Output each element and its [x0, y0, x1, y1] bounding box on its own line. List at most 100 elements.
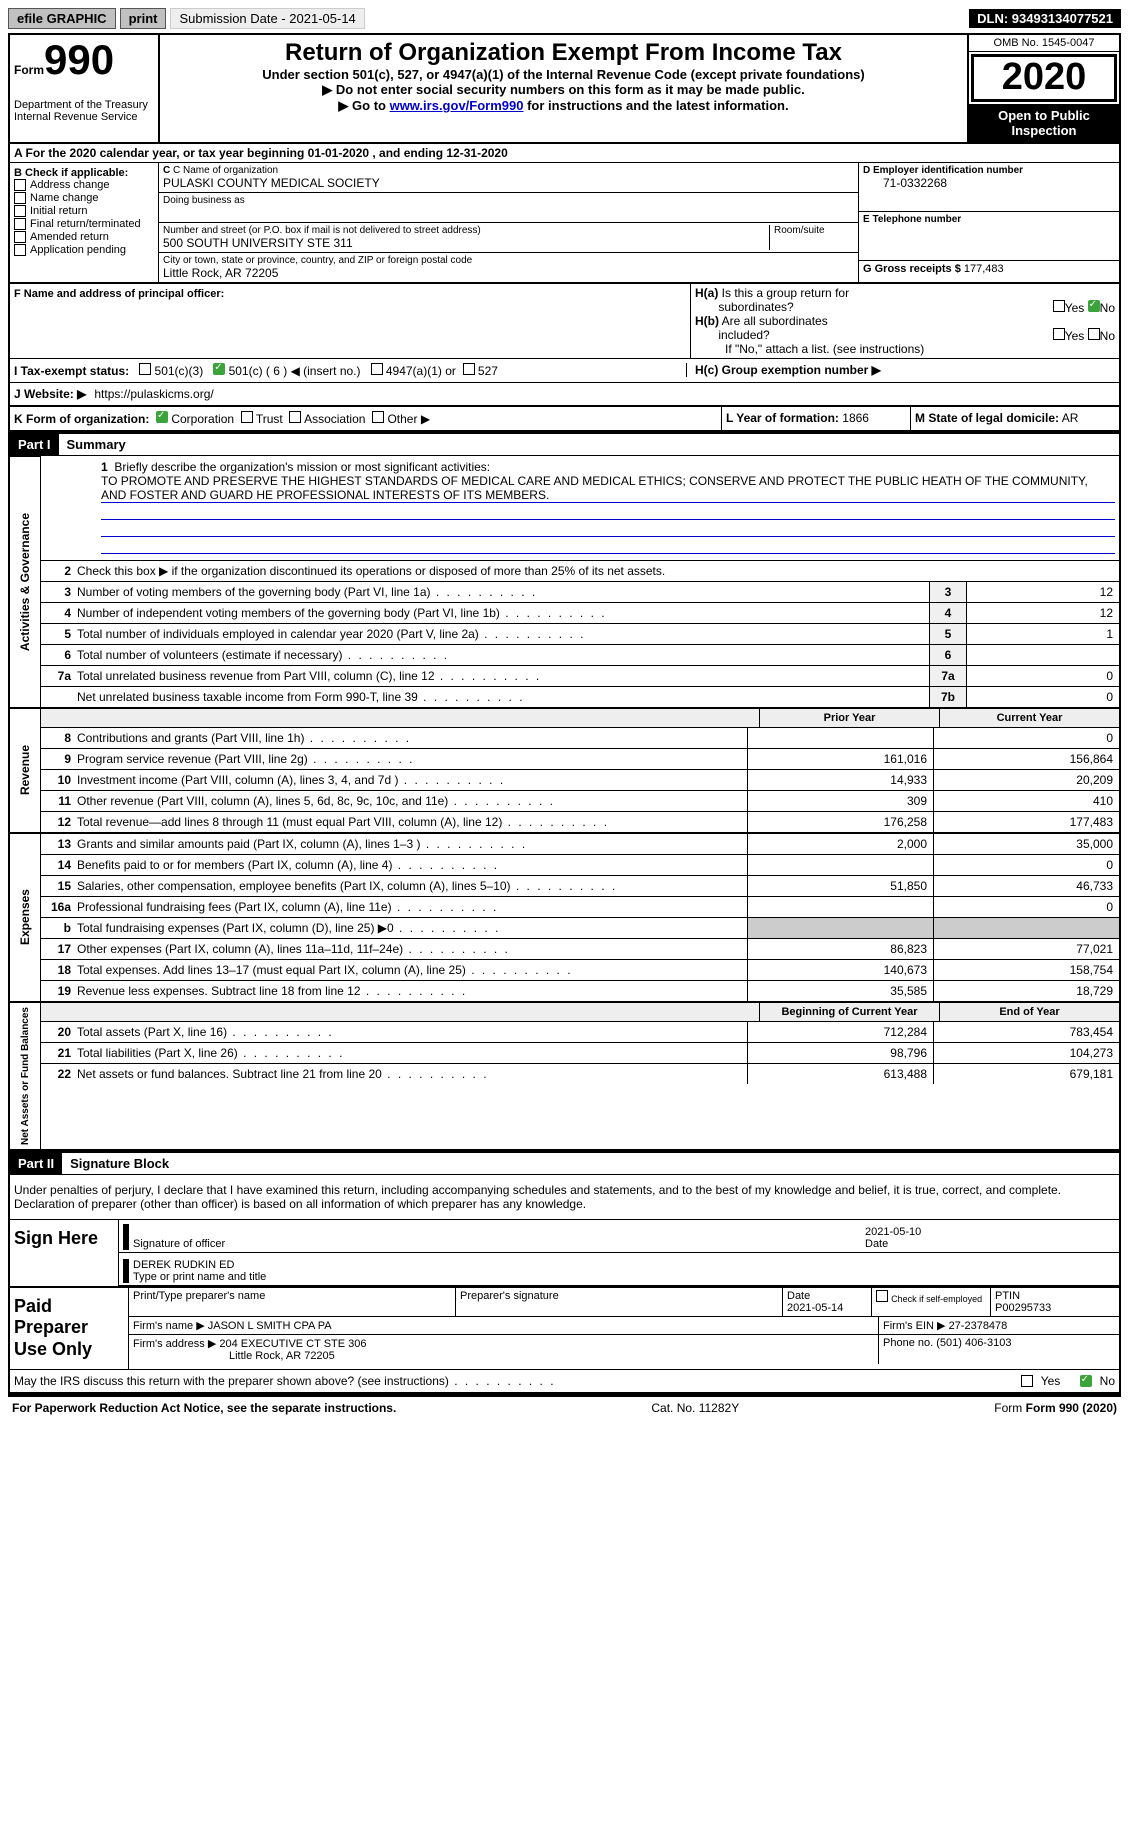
goto-prefix: ▶ Go to	[338, 98, 389, 113]
year-box-container: OMB No. 1545-0047 2020 Open to Public In…	[969, 35, 1119, 142]
city-value: Little Rock, AR 72205	[163, 266, 854, 280]
check-icon-may-no	[1080, 1375, 1092, 1387]
cb-assoc[interactable]	[289, 411, 301, 423]
form-subtitle-1: Under section 501(c), 527, or 4947(a)(1)…	[168, 67, 959, 82]
cb-initial-return[interactable]	[14, 205, 26, 217]
block-c: C C Name of organization PULASKI COUNTY …	[159, 163, 859, 282]
line-3: 3 Number of voting members of the govern…	[41, 581, 1119, 602]
efile-graphic-button[interactable]: efile GRAPHIC	[8, 8, 116, 29]
cb-ha-yes[interactable]	[1053, 300, 1065, 312]
may-yes: Yes	[1041, 1374, 1061, 1388]
block-f: F Name and address of principal officer:	[10, 284, 691, 358]
q2-text: Check this box ▶ if the organization dis…	[77, 564, 665, 578]
firm-addr-label: Firm's address ▶	[133, 1338, 216, 1350]
line-20: 20 Total assets (Part X, line 16) 712,28…	[41, 1021, 1119, 1042]
ein-value: 71-0332268	[863, 176, 1115, 190]
cb-4947[interactable]	[371, 363, 383, 375]
expenses-section: Expenses 13 Grants and similar amounts p…	[10, 832, 1119, 1001]
address-label: Number and street (or P.O. box if mail i…	[163, 225, 765, 236]
cb-527[interactable]	[463, 363, 475, 375]
form-subtitle-2: ▶ Do not enter social security numbers o…	[168, 82, 959, 98]
part1-header-bar: Part I Summary	[10, 432, 1119, 456]
form-word: Form	[14, 63, 44, 77]
check-icon-501c	[213, 363, 225, 375]
form-header: Form990 Department of the Treasury Inter…	[10, 35, 1119, 144]
line-16a: 16a Professional fundraising fees (Part …	[41, 896, 1119, 917]
line-22: 22 Net assets or fund balances. Subtract…	[41, 1063, 1119, 1084]
lbl-final-return: Final return/terminated	[30, 218, 141, 230]
preparer-name-label: Print/Type preparer's name	[133, 1290, 451, 1302]
cb-trust[interactable]	[241, 411, 253, 423]
domicile-label: M State of legal domicile:	[915, 411, 1059, 425]
cb-self-employed[interactable]	[876, 1290, 888, 1302]
part1-tag: Part I	[10, 434, 59, 455]
cb-other[interactable]	[372, 411, 384, 423]
form-title: Return of Organization Exempt From Incom…	[168, 39, 959, 67]
sign-here-label: Sign Here	[10, 1220, 119, 1286]
dept-treasury-label: Department of the Treasury	[14, 99, 154, 111]
block-hc: H(c) Group exemption number ▶	[686, 363, 1115, 377]
goto-suffix: for instructions and the latest informat…	[523, 98, 788, 113]
cb-address-change[interactable]	[14, 179, 26, 191]
lbl-no2: No	[1100, 329, 1115, 343]
dln-badge: DLN: 93493134077521	[969, 9, 1121, 28]
phone-label-e: E Telephone number	[863, 214, 1115, 225]
sig-officer-label: Signature of officer	[133, 1238, 225, 1250]
tax-year: 2020	[971, 54, 1117, 102]
year-formation-value: 1866	[842, 411, 869, 425]
dba-label: Doing business as	[163, 195, 854, 206]
principal-officer-label: F Name and address of principal officer:	[14, 288, 224, 300]
preparer-sig-label: Preparer's signature	[460, 1290, 778, 1302]
website-label: J Website: ▶	[14, 387, 86, 401]
part1-title: Summary	[59, 434, 134, 455]
cb-501c3[interactable]	[139, 363, 151, 375]
open-to-public-badge: Open to Public Inspection	[969, 104, 1119, 142]
cb-hb-yes[interactable]	[1053, 328, 1065, 340]
lbl-501c3: 501(c)(3)	[155, 364, 204, 378]
line-5: 5 Total number of individuals employed i…	[41, 623, 1119, 644]
check-icon	[1088, 300, 1100, 312]
cb-name-change[interactable]	[14, 192, 26, 204]
row-klm: K Form of organization: Corporation Trus…	[10, 407, 1119, 432]
print-button[interactable]: print	[120, 8, 167, 29]
line-8: 8 Contributions and grants (Part VIII, l…	[41, 727, 1119, 748]
lbl-initial-return: Initial return	[30, 205, 87, 217]
col-begin-year: Beginning of Current Year	[759, 1003, 939, 1021]
cb-application-pending[interactable]	[14, 244, 26, 256]
cb-final-return[interactable]	[14, 218, 26, 230]
address-value: 500 SOUTH UNIVERSITY STE 311	[163, 236, 765, 250]
irs-form990-link[interactable]: www.irs.gov/Form990	[390, 98, 524, 113]
line-7a: 7a Total unrelated business revenue from…	[41, 665, 1119, 686]
vert-revenue: Revenue	[16, 741, 34, 799]
omb-number: OMB No. 1545-0047	[969, 35, 1119, 52]
line-13: 13 Grants and similar amounts paid (Part…	[41, 833, 1119, 854]
firm-addr2: Little Rock, AR 72205	[133, 1350, 335, 1362]
cb-amended-return[interactable]	[14, 231, 26, 243]
lbl-amended-return: Amended return	[30, 231, 109, 243]
ptin-value: P00295733	[995, 1302, 1051, 1314]
line-19: 19 Revenue less expenses. Subtract line …	[41, 980, 1119, 1001]
ptin-label: PTIN	[995, 1290, 1020, 1302]
line-15: 15 Salaries, other compensation, employe…	[41, 875, 1119, 896]
vert-expenses: Expenses	[16, 885, 34, 949]
firm-phone-value: (501) 406-3103	[936, 1337, 1011, 1349]
net-col-headers: Beginning of Current Year End of Year	[41, 1002, 1119, 1021]
line-b: b Total fundraising expenses (Part IX, c…	[41, 917, 1119, 938]
gross-receipts-label: G Gross receipts $	[863, 263, 961, 275]
form-id-box: Form990 Department of the Treasury Inter…	[10, 35, 160, 142]
sign-here-row: Sign Here Signature of officer 2021-05-1…	[10, 1219, 1119, 1286]
col-prior-year: Prior Year	[759, 709, 939, 727]
may-no: No	[1100, 1374, 1115, 1388]
line-6: 6 Total number of volunteers (estimate i…	[41, 644, 1119, 665]
year-formation-label: L Year of formation:	[726, 411, 839, 425]
cb-hb-no[interactable]	[1088, 328, 1100, 340]
line-21: 21 Total liabilities (Part X, line 26) 9…	[41, 1042, 1119, 1063]
lbl-app-pending: Application pending	[30, 244, 126, 256]
form-container: Form990 Department of the Treasury Inter…	[8, 33, 1121, 1396]
firm-addr1: 204 EXECUTIVE CT STE 306	[219, 1338, 366, 1350]
ein-label: D Employer identification number	[863, 165, 1115, 176]
org-name-label: C Name of organization	[173, 165, 278, 176]
form-subtitle-3: ▶ Go to www.irs.gov/Form990 for instruct…	[168, 98, 959, 114]
mission-text: TO PROMOTE AND PRESERVE THE HIGHEST STAN…	[101, 474, 1115, 503]
cb-may-yes[interactable]	[1021, 1375, 1033, 1387]
